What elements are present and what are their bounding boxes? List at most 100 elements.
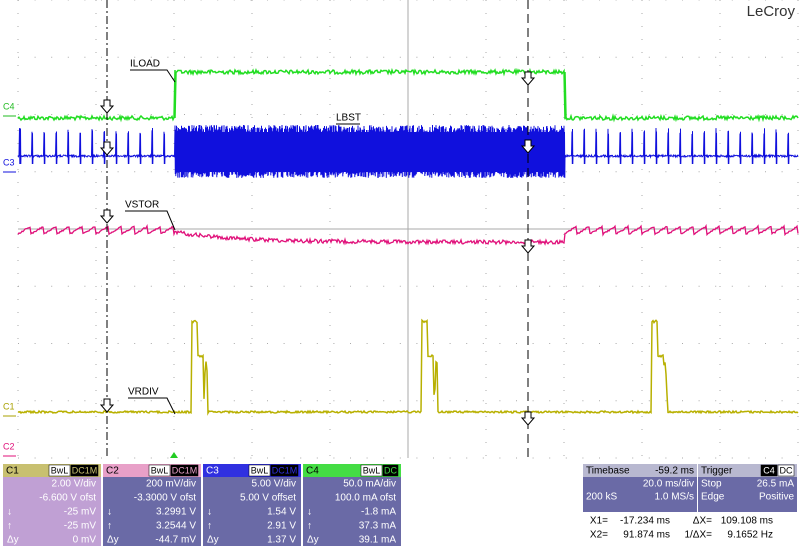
channel-tag bbox=[70, 464, 99, 477]
cursor-value: -17.234 ms bbox=[620, 516, 670, 527]
trigger-body bbox=[698, 477, 797, 512]
trace-label: LBST bbox=[336, 113, 361, 124]
readout-symbol: ↓ bbox=[207, 507, 212, 518]
channel-tag-text: DC1M bbox=[172, 465, 198, 475]
readout-symbol: ↓ bbox=[107, 507, 112, 518]
readout-value: 1.37 V bbox=[267, 535, 296, 546]
channel-body bbox=[303, 477, 401, 546]
trace-c2 bbox=[17, 223, 799, 246]
readout-value: 200 mV/div bbox=[146, 479, 196, 490]
channel-marker: C1 bbox=[3, 401, 15, 411]
cursor-marker bbox=[520, 139, 536, 154]
readout-value: 5.00 V offset bbox=[240, 493, 296, 504]
trigger-marker bbox=[170, 452, 178, 458]
trigger-row-value: Positive bbox=[759, 492, 794, 503]
trigger-tag bbox=[760, 464, 778, 477]
readout-value: 50.0 mA/div bbox=[343, 479, 396, 490]
trigger-label: Stop bbox=[701, 479, 722, 490]
readout-symbol: ↓ bbox=[7, 507, 12, 518]
readout-symbol: ↓ bbox=[307, 507, 312, 518]
readout-value: 100.0 mA ofst bbox=[335, 493, 396, 504]
trace-label: VSTOR bbox=[125, 200, 159, 211]
channel-tag-text: BwL bbox=[251, 465, 269, 475]
cursor-delta-value: 109.108 ms bbox=[721, 516, 773, 527]
channel-tag bbox=[382, 464, 399, 477]
channel-tag bbox=[170, 464, 199, 477]
channel-tag bbox=[148, 464, 171, 477]
readout-value: 3.2544 V bbox=[156, 521, 196, 532]
channel-tag bbox=[48, 464, 71, 477]
cursor-value: 91.874 ms bbox=[623, 530, 670, 541]
timebase-value: -59.2 ms bbox=[655, 466, 694, 477]
channel-marker: C4 bbox=[3, 101, 15, 111]
timebase-row-value: 1.0 MS/s bbox=[655, 492, 694, 503]
channel-tag-text: DC bbox=[384, 465, 397, 475]
channel-name: C2 bbox=[106, 466, 119, 477]
trigger-tag-text: C4 bbox=[763, 465, 775, 475]
channel-tag-text: BwL bbox=[363, 465, 381, 475]
readout-value: -44.7 mV bbox=[155, 535, 196, 546]
readout-value: -1.8 mA bbox=[361, 507, 396, 518]
trigger-row-value: 26.5 mA bbox=[757, 479, 795, 490]
timebase-header bbox=[583, 464, 697, 477]
label-leader bbox=[128, 397, 176, 415]
channel-tag-text: DC1M bbox=[72, 465, 98, 475]
trace-c1 bbox=[17, 318, 799, 416]
cursor-label: X2= bbox=[590, 530, 608, 541]
readout-symbol: ↑ bbox=[7, 521, 12, 532]
channel-tag bbox=[248, 464, 271, 477]
channel-tag bbox=[360, 464, 383, 477]
trace-c4 bbox=[17, 67, 799, 123]
timebase-title: Timebase bbox=[586, 466, 630, 477]
readout-value: 2.91 V bbox=[267, 521, 296, 532]
channel-marker: C3 bbox=[3, 157, 15, 167]
trigger-label: Edge bbox=[701, 492, 725, 503]
label-leader bbox=[130, 69, 176, 83]
readout-symbol: Δy bbox=[207, 535, 219, 546]
readout-symbol: Δy bbox=[107, 535, 119, 546]
channel-body bbox=[3, 477, 101, 546]
readout-value: 3.2991 V bbox=[156, 507, 196, 518]
readout-value: 39.1 mA bbox=[359, 535, 397, 546]
timebase-row-value: 20.0 ms/div bbox=[643, 479, 694, 490]
readout-value: -25 mV bbox=[64, 521, 97, 532]
cursor-delta-value: 9.1652 Hz bbox=[727, 530, 773, 541]
channel-tag-text: BwL bbox=[51, 465, 69, 475]
cursor-label: X1= bbox=[590, 516, 608, 527]
readout-symbol: ↑ bbox=[207, 521, 212, 532]
cursor-marker bbox=[520, 239, 536, 254]
cursor-delta-label: 1/ΔX= bbox=[684, 530, 712, 541]
channel-tag bbox=[270, 464, 299, 477]
readout-symbol: ↑ bbox=[307, 521, 312, 532]
channel-body bbox=[103, 477, 201, 546]
trigger-title: Trigger bbox=[701, 466, 733, 477]
readout-value: 1.54 V bbox=[267, 507, 296, 518]
cursor-marker bbox=[99, 99, 115, 114]
channel-name: C1 bbox=[6, 466, 19, 477]
cursor-marker bbox=[99, 141, 115, 156]
trigger-tag-text: DC bbox=[780, 465, 793, 475]
readout-value: -3.3000 V ofst bbox=[134, 493, 196, 504]
cursor-delta-label: ΔX= bbox=[693, 516, 712, 527]
channel-body bbox=[203, 477, 301, 546]
brand: LeCroy bbox=[747, 3, 796, 20]
channel-name: C4 bbox=[306, 466, 319, 477]
readout-symbol: Δy bbox=[7, 535, 19, 546]
traces bbox=[17, 67, 799, 416]
readout-symbol: ↑ bbox=[107, 521, 112, 532]
readout-value: 2.00 V/div bbox=[52, 479, 96, 490]
readout-value: -25 mV bbox=[64, 507, 97, 518]
readout-value: 37.3 mA bbox=[359, 521, 397, 532]
trace-label: VRDIV bbox=[128, 387, 159, 398]
cursor-marker bbox=[520, 71, 536, 86]
channel-marker: C2 bbox=[3, 441, 15, 451]
readout-value: 0 mV bbox=[73, 535, 97, 546]
trigger-tag bbox=[777, 464, 795, 477]
channel-tag-text: DC1M bbox=[272, 465, 298, 475]
channel-tag-text: BwL bbox=[151, 465, 169, 475]
trace-label: ILOAD bbox=[130, 59, 160, 70]
label-leader bbox=[125, 210, 176, 231]
